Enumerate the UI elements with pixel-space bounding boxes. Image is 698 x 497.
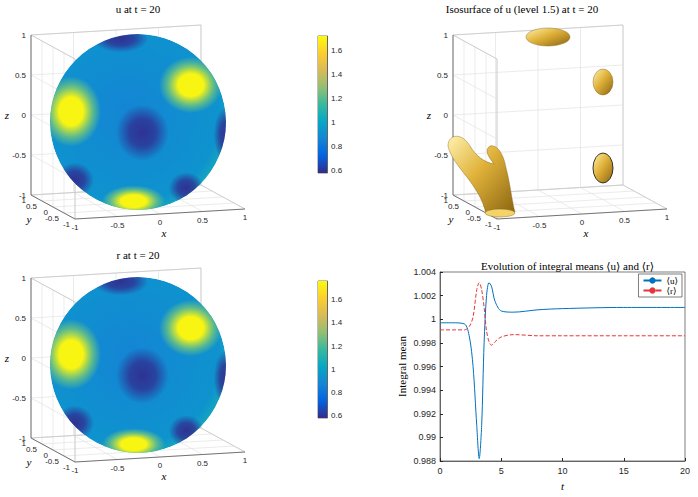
svg-text:0: 0 <box>437 466 442 476</box>
svg-text:0: 0 <box>22 111 27 120</box>
svg-text:0.6: 0.6 <box>331 411 343 420</box>
svg-text:1: 1 <box>665 213 670 222</box>
svg-text:0.5: 0.5 <box>197 216 209 225</box>
svg-text:-0.5: -0.5 <box>533 221 547 230</box>
svg-text:t: t <box>561 480 565 492</box>
svg-text:-1: -1 <box>63 463 71 472</box>
svg-text:0.5: 0.5 <box>15 71 27 80</box>
svg-text:1.6: 1.6 <box>331 46 343 55</box>
svg-text:u at t = 20: u at t = 20 <box>116 3 161 15</box>
svg-text:5: 5 <box>499 466 504 476</box>
svg-text:1: 1 <box>331 118 336 127</box>
svg-text:-1: -1 <box>19 191 27 200</box>
svg-text:0: 0 <box>44 451 49 460</box>
svg-text:1.2: 1.2 <box>331 94 343 103</box>
svg-text:1: 1 <box>331 365 336 374</box>
svg-text:0: 0 <box>466 208 471 217</box>
svg-text:1: 1 <box>444 31 449 40</box>
svg-text:0.99: 0.99 <box>418 432 436 442</box>
svg-text:0.5: 0.5 <box>26 202 38 211</box>
svg-text:r at t = 20: r at t = 20 <box>117 249 160 261</box>
svg-text:1: 1 <box>22 274 27 283</box>
svg-text:0.8: 0.8 <box>331 388 343 397</box>
svg-text:-1: -1 <box>441 191 449 200</box>
svg-text:0.6: 0.6 <box>331 166 343 175</box>
svg-text:-0.5: -0.5 <box>111 464 125 473</box>
svg-text:1.4: 1.4 <box>331 70 343 79</box>
svg-text:10: 10 <box>557 466 567 476</box>
svg-text:z: z <box>4 352 10 364</box>
svg-text:-1: -1 <box>19 434 27 443</box>
svg-text:0: 0 <box>22 354 27 363</box>
svg-text:0.5: 0.5 <box>26 445 38 454</box>
svg-text:x: x <box>161 227 167 239</box>
svg-text:0.5: 0.5 <box>197 459 209 468</box>
svg-text:-0.5: -0.5 <box>467 214 481 223</box>
svg-text:0.5: 0.5 <box>448 202 460 211</box>
svg-text:Isosurface of u (level 1.5) at: Isosurface of u (level 1.5) at t = 20 <box>446 3 599 16</box>
svg-text:1.002: 1.002 <box>413 291 436 301</box>
svg-text:-0.5: -0.5 <box>434 151 448 160</box>
svg-text:0: 0 <box>444 111 449 120</box>
svg-text:0: 0 <box>580 218 585 227</box>
svg-text:1: 1 <box>243 456 248 465</box>
svg-text:1: 1 <box>22 439 27 448</box>
svg-text:15: 15 <box>619 466 629 476</box>
svg-text:x: x <box>583 227 589 239</box>
svg-text:-1: -1 <box>485 220 493 229</box>
svg-text:z: z <box>4 109 10 121</box>
svg-text:1.6: 1.6 <box>331 295 343 304</box>
svg-text:20: 20 <box>680 466 690 476</box>
svg-text:0.996: 0.996 <box>413 362 436 372</box>
svg-text:0.998: 0.998 <box>413 338 436 348</box>
svg-text:0.8: 0.8 <box>331 142 343 151</box>
svg-text:1: 1 <box>431 314 436 324</box>
svg-text:0: 0 <box>158 218 163 227</box>
svg-text:⟨u⟩: ⟨u⟩ <box>666 276 678 286</box>
svg-text:⟨r⟩: ⟨r⟩ <box>666 286 676 296</box>
svg-text:0.988: 0.988 <box>413 456 436 466</box>
svg-text:-0.5: -0.5 <box>45 214 59 223</box>
svg-text:x: x <box>161 470 167 482</box>
svg-text:0.5: 0.5 <box>619 216 631 225</box>
svg-text:1.2: 1.2 <box>331 342 343 351</box>
svg-text:1.4: 1.4 <box>331 318 343 327</box>
svg-text:Evolution of integral means ⟨u: Evolution of integral means ⟨u⟩ and ⟨r⟩ <box>481 260 654 272</box>
svg-text:0.994: 0.994 <box>413 385 436 395</box>
svg-text:1: 1 <box>444 196 449 205</box>
svg-text:y: y <box>26 456 32 468</box>
svg-text:-1: -1 <box>63 220 71 229</box>
svg-text:0.992: 0.992 <box>413 409 436 419</box>
svg-text:-0.5: -0.5 <box>12 151 26 160</box>
svg-text:y: y <box>26 213 32 225</box>
svg-text:1: 1 <box>22 31 27 40</box>
svg-text:-0.5: -0.5 <box>12 394 26 403</box>
svg-text:-0.5: -0.5 <box>45 457 59 466</box>
svg-text:1: 1 <box>22 196 27 205</box>
svg-text:0: 0 <box>44 208 49 217</box>
svg-text:Integral mean: Integral mean <box>396 336 408 397</box>
svg-text:0.5: 0.5 <box>15 314 27 323</box>
svg-text:0: 0 <box>158 461 163 470</box>
svg-text:y: y <box>448 213 454 225</box>
svg-text:1: 1 <box>243 213 248 222</box>
svg-text:-1: -1 <box>71 223 79 232</box>
svg-text:0.5: 0.5 <box>437 71 449 80</box>
svg-text:-1: -1 <box>71 466 79 475</box>
svg-text:-0.5: -0.5 <box>111 221 125 230</box>
svg-text:-1: -1 <box>493 223 501 232</box>
svg-text:z: z <box>426 109 432 121</box>
svg-text:1.004: 1.004 <box>413 267 436 277</box>
